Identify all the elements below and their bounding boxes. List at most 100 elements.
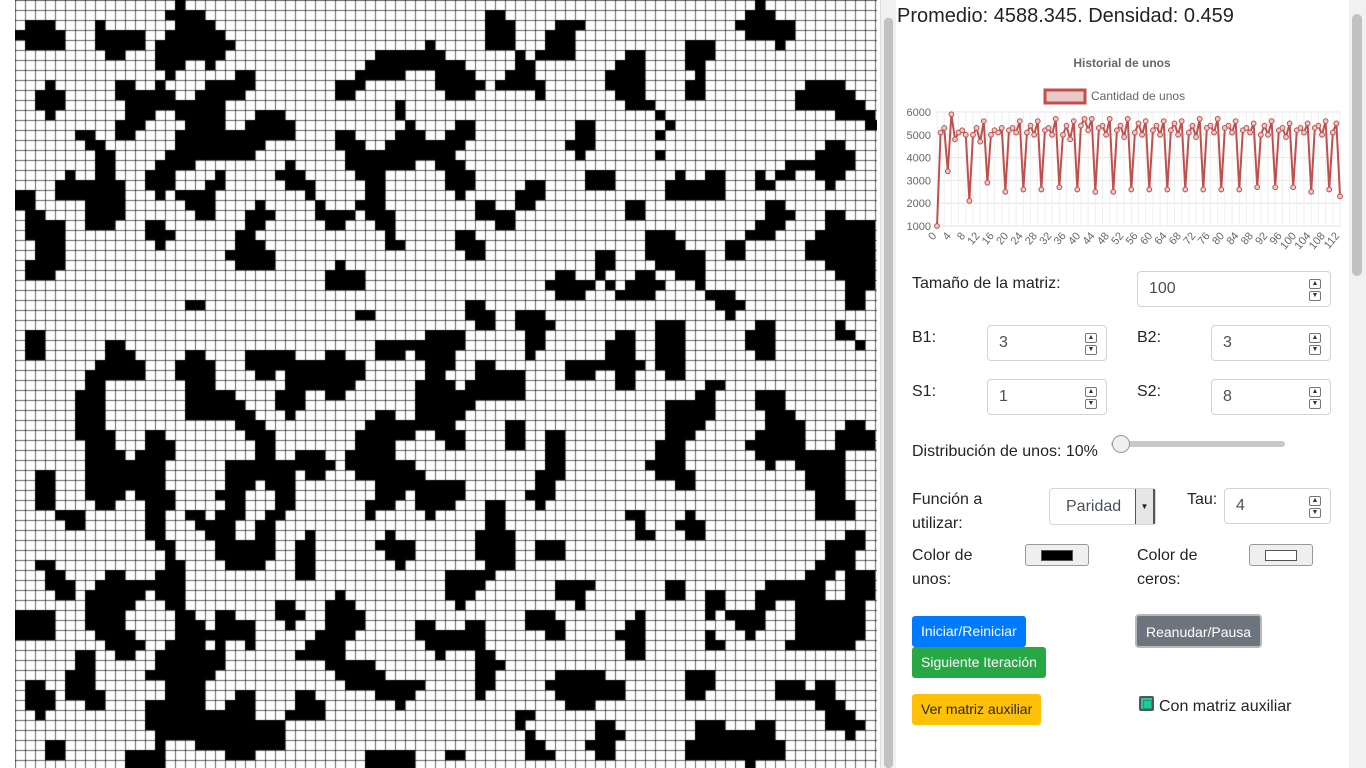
b1-stepper[interactable]: ▲ ▼ bbox=[1085, 333, 1097, 355]
data-point bbox=[1272, 184, 1279, 191]
data-point bbox=[1196, 115, 1203, 122]
aux-matrix-checkbox[interactable] bbox=[1139, 696, 1154, 711]
s1-value: 1 bbox=[999, 388, 1008, 405]
b2-stepper[interactable]: ▲ ▼ bbox=[1309, 333, 1321, 355]
data-point bbox=[1164, 186, 1171, 193]
ones-color-label: Color de unos: bbox=[912, 544, 972, 592]
s2-input[interactable]: 8 ▲ ▼ bbox=[1211, 379, 1331, 415]
data-point bbox=[1243, 125, 1250, 131]
data-point bbox=[1027, 122, 1034, 129]
start-restart-button[interactable]: Iniciar/Reiniciar bbox=[912, 616, 1026, 647]
aux-matrix-checkbox-label[interactable]: Con matriz auxiliar bbox=[1159, 698, 1292, 715]
data-point bbox=[1099, 122, 1106, 129]
view-aux-matrix-button[interactable]: Ver matriz auxiliar bbox=[912, 694, 1042, 725]
data-point bbox=[1045, 125, 1052, 131]
b1-label: B1: bbox=[912, 329, 937, 346]
data-point bbox=[1070, 118, 1077, 125]
zeros-color-label-line2: ceros: bbox=[1137, 571, 1181, 588]
data-point bbox=[1171, 120, 1178, 127]
data-point bbox=[1024, 129, 1030, 136]
matrix-size-input[interactable]: 100 ▲ ▼ bbox=[1137, 271, 1331, 307]
data-point bbox=[1128, 186, 1135, 193]
ones-color-swatch bbox=[1041, 550, 1073, 561]
legend-label: Cantidad de unos bbox=[1091, 89, 1185, 103]
data-point bbox=[1333, 120, 1340, 127]
data-point bbox=[944, 168, 951, 175]
data-point bbox=[1153, 122, 1160, 129]
data-point bbox=[1301, 129, 1307, 136]
matrix-size-value: 100 bbox=[1149, 280, 1176, 297]
data-point bbox=[1214, 115, 1221, 122]
grid-scrollbar-thumb[interactable] bbox=[884, 18, 893, 768]
data-point bbox=[1110, 188, 1117, 195]
y-tick-label: 2000 bbox=[907, 198, 931, 210]
data-point bbox=[1074, 186, 1081, 193]
data-point bbox=[1124, 115, 1131, 122]
zeros-color-picker[interactable] bbox=[1249, 544, 1313, 566]
data-point bbox=[1175, 131, 1181, 138]
data-point bbox=[1013, 129, 1020, 136]
s2-stepper[interactable]: ▲ ▼ bbox=[1309, 387, 1321, 409]
tau-input[interactable]: 4 ▲ ▼ bbox=[1224, 488, 1331, 524]
zeros-color-label-line1: Color de bbox=[1137, 547, 1198, 564]
zeros-color-swatch bbox=[1265, 550, 1297, 561]
tau-stepper[interactable]: ▲ ▼ bbox=[1309, 496, 1321, 518]
resume-pause-button[interactable]: Reanudar/Pausa bbox=[1135, 614, 1263, 648]
data-point bbox=[1167, 127, 1174, 134]
data-point bbox=[1149, 127, 1156, 134]
distribution-slider[interactable] bbox=[1111, 435, 1285, 453]
matrix-size-stepper[interactable]: ▲ ▼ bbox=[1309, 279, 1321, 301]
chevron-down-icon[interactable]: ▼ bbox=[1135, 489, 1155, 524]
history-chart: Historial de unos Cantidad de unos 6000 5… bbox=[907, 56, 1343, 252]
function-select[interactable]: Paridad ▼ bbox=[1049, 488, 1156, 525]
s1-input[interactable]: 1 ▲ ▼ bbox=[987, 379, 1107, 415]
data-point bbox=[1200, 186, 1207, 193]
data-point bbox=[970, 131, 976, 138]
data-point bbox=[1081, 115, 1088, 122]
data-point bbox=[1034, 118, 1041, 125]
data-point bbox=[1060, 131, 1066, 138]
data-point bbox=[1189, 122, 1196, 129]
data-point bbox=[1038, 186, 1045, 193]
b1-input[interactable]: 3 ▲ ▼ bbox=[987, 325, 1107, 361]
s1-stepper[interactable]: ▲ ▼ bbox=[1085, 387, 1097, 409]
data-point bbox=[1236, 186, 1243, 193]
y-tick-label: 4000 bbox=[907, 153, 931, 165]
data-point bbox=[1257, 131, 1264, 138]
distribution-label: Distribución de unos: 10% bbox=[912, 443, 1098, 460]
grid-scrollbar[interactable] bbox=[880, 0, 896, 768]
data-point bbox=[1056, 184, 1063, 191]
page-scrollbar-thumb[interactable] bbox=[1352, 14, 1362, 276]
data-point bbox=[1319, 131, 1325, 138]
data-point bbox=[962, 131, 969, 138]
data-point bbox=[1211, 129, 1217, 136]
cellular-automaton-grid[interactable] bbox=[0, 0, 880, 768]
control-panel: Promedio: 4588.345. Densidad: 0.459 Hist… bbox=[897, 0, 1349, 768]
data-point bbox=[1135, 120, 1142, 127]
ones-color-label-line2: unos: bbox=[912, 571, 952, 588]
data-point bbox=[1088, 115, 1095, 122]
data-point bbox=[1304, 120, 1311, 127]
data-point bbox=[1290, 184, 1297, 191]
y-tick-label: 1000 bbox=[907, 221, 931, 233]
data-point bbox=[1020, 186, 1027, 193]
data-point bbox=[973, 125, 980, 131]
data-point bbox=[1078, 122, 1084, 129]
data-point bbox=[1085, 127, 1092, 134]
s1-label: S1: bbox=[912, 383, 937, 400]
data-point bbox=[1009, 125, 1016, 131]
distribution-slider-handle[interactable] bbox=[1112, 435, 1130, 453]
tau-label: Tau: bbox=[1187, 491, 1218, 508]
data-point bbox=[1121, 134, 1128, 140]
y-tick-label: 3000 bbox=[907, 175, 931, 187]
data-point bbox=[1229, 129, 1235, 136]
data-point bbox=[1218, 186, 1225, 193]
b2-input[interactable]: 3 ▲ ▼ bbox=[1211, 325, 1331, 361]
next-iteration-button[interactable]: Siguiente Iteración bbox=[912, 647, 1046, 678]
data-point bbox=[934, 223, 940, 229]
tau-value: 4 bbox=[1236, 497, 1245, 514]
automaton-canvas[interactable] bbox=[15, 0, 877, 768]
function-select-value: Paridad bbox=[1066, 498, 1122, 515]
page-scrollbar[interactable] bbox=[1349, 0, 1366, 768]
ones-color-picker[interactable] bbox=[1025, 544, 1089, 566]
